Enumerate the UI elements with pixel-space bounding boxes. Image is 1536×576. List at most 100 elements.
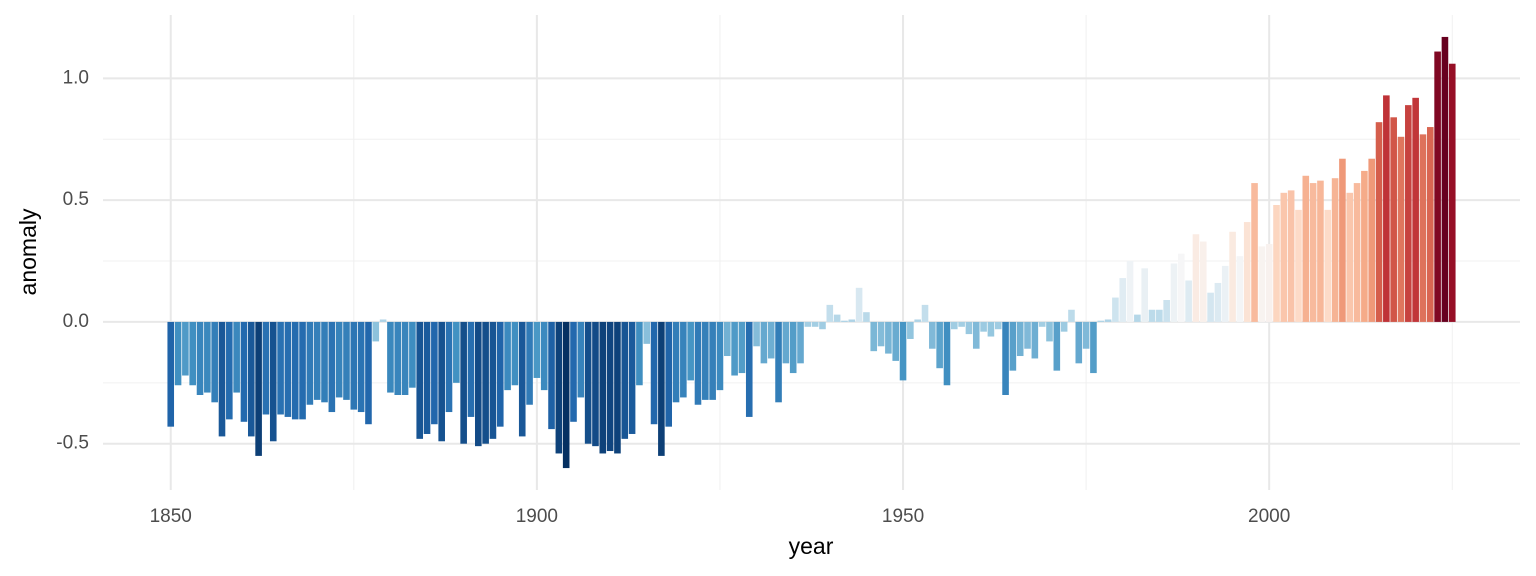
bar	[936, 321, 943, 369]
bar	[1046, 321, 1053, 342]
bar	[1229, 231, 1236, 322]
bar	[211, 321, 218, 403]
bar	[826, 304, 834, 322]
bar	[1082, 321, 1090, 349]
bar	[540, 321, 548, 391]
bar	[1221, 265, 1229, 322]
bar	[1331, 178, 1339, 322]
bar	[445, 321, 453, 413]
bar	[863, 312, 870, 322]
bar	[811, 321, 819, 327]
bar	[745, 321, 753, 417]
bar	[1060, 321, 1068, 332]
bar	[291, 321, 299, 420]
bar	[665, 321, 672, 427]
bar	[672, 321, 680, 403]
bar	[489, 321, 497, 439]
bar	[467, 321, 475, 417]
bar	[357, 321, 365, 413]
bar	[680, 321, 687, 398]
bar	[262, 321, 270, 415]
bar	[841, 320, 848, 322]
bar	[592, 321, 599, 447]
bar	[921, 304, 929, 322]
bar	[1265, 243, 1273, 322]
bar	[321, 321, 328, 403]
bar	[233, 321, 240, 393]
bar	[1353, 183, 1361, 322]
bar	[182, 321, 189, 376]
bar	[584, 321, 592, 444]
bar	[1383, 95, 1390, 322]
bar	[284, 321, 292, 417]
bar	[1368, 158, 1376, 322]
bar	[218, 321, 226, 437]
bar	[1024, 321, 1031, 349]
bar	[196, 321, 204, 395]
bar	[1258, 246, 1266, 322]
bar	[885, 321, 892, 354]
bar	[475, 321, 482, 447]
bar	[1038, 321, 1046, 327]
bar	[1339, 158, 1346, 322]
bar	[731, 321, 738, 376]
bar	[892, 321, 900, 361]
bars	[167, 36, 1456, 469]
bar	[1016, 321, 1024, 357]
bar	[1170, 263, 1178, 322]
bar	[226, 321, 233, 420]
bar	[994, 321, 1002, 330]
bar	[562, 321, 570, 469]
bar	[958, 321, 965, 327]
bar	[548, 321, 555, 430]
bar	[1309, 183, 1317, 322]
x-tick-label: 1850	[150, 506, 192, 527]
bar	[1134, 314, 1141, 322]
bar	[899, 321, 907, 381]
bar	[1009, 321, 1017, 371]
bar	[716, 321, 724, 391]
bar	[723, 321, 731, 357]
bar	[1441, 36, 1449, 322]
bar	[870, 321, 878, 352]
bar	[1207, 292, 1214, 322]
bar	[416, 321, 424, 439]
bar	[643, 321, 651, 344]
bar	[606, 321, 614, 452]
bar	[1346, 192, 1354, 322]
bar	[174, 321, 182, 386]
bar	[702, 321, 709, 400]
bar	[1324, 209, 1332, 322]
bar	[496, 321, 504, 427]
bar	[951, 321, 958, 330]
bar	[379, 319, 387, 322]
bar	[1112, 297, 1119, 322]
bar	[929, 321, 936, 349]
bar	[482, 321, 489, 444]
bar	[394, 321, 402, 395]
bar	[431, 321, 438, 425]
x-axis-title: year	[789, 533, 834, 559]
bar	[980, 321, 987, 332]
bar	[1405, 105, 1412, 322]
bar	[914, 319, 921, 322]
bar	[365, 321, 372, 425]
bar	[504, 321, 511, 391]
bar	[189, 321, 197, 386]
bar	[1068, 309, 1075, 322]
bar	[650, 321, 658, 425]
y-axis-title: anomaly	[15, 208, 41, 295]
bar	[438, 321, 445, 442]
bar	[833, 314, 841, 322]
bar	[1243, 222, 1251, 322]
bar	[1375, 122, 1383, 322]
bar	[848, 319, 856, 322]
bar	[1156, 309, 1163, 322]
bar	[1236, 256, 1244, 322]
bar	[753, 321, 760, 347]
bar	[943, 321, 951, 386]
bar	[247, 321, 255, 437]
bar	[621, 321, 629, 439]
x-tick-label: 1950	[882, 506, 924, 527]
